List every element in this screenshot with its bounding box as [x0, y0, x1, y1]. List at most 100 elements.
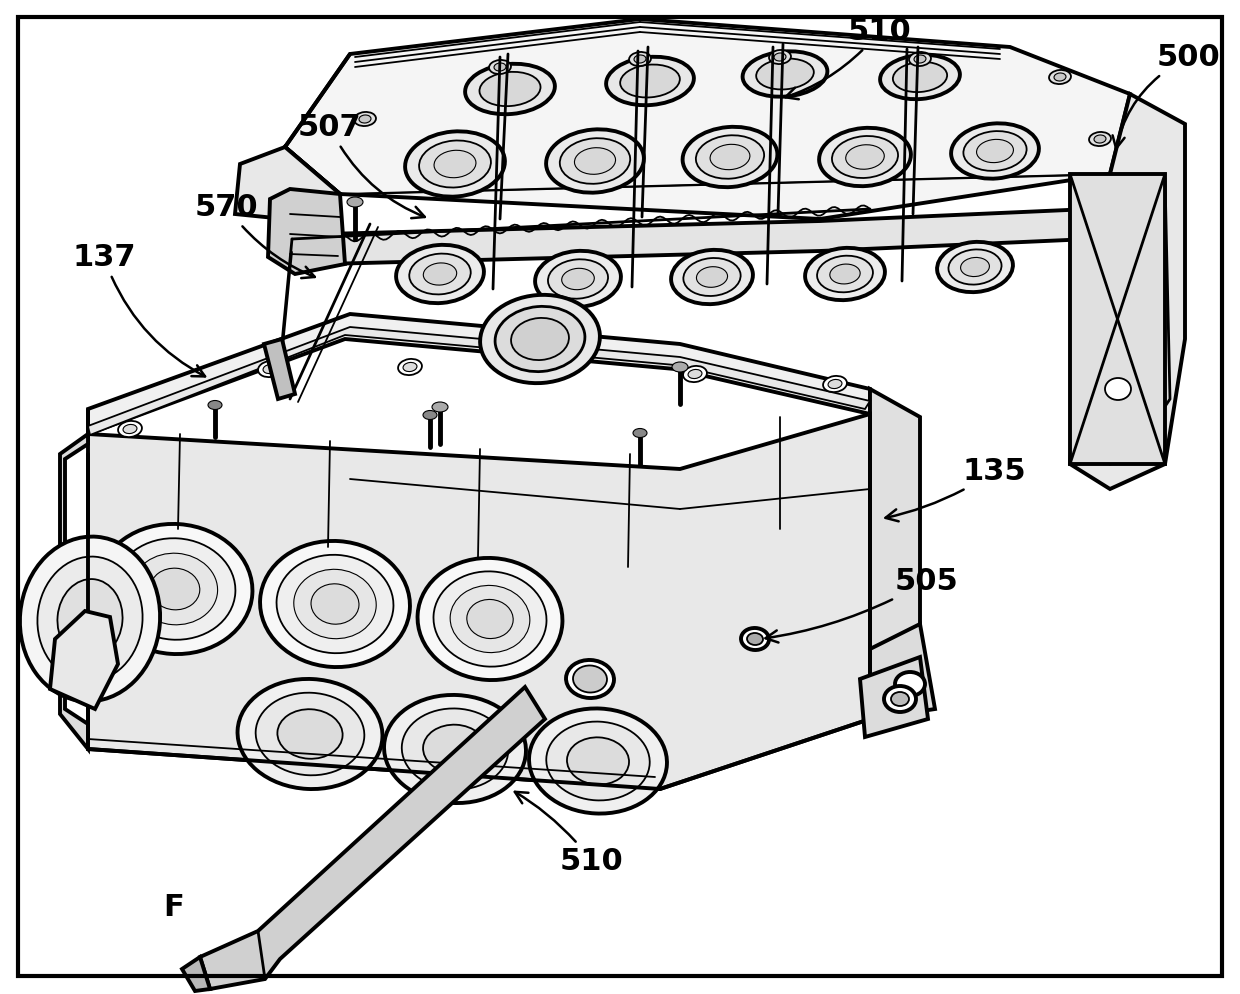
Ellipse shape: [895, 672, 925, 697]
Ellipse shape: [423, 263, 456, 286]
Ellipse shape: [347, 198, 363, 208]
Ellipse shape: [820, 128, 911, 187]
Ellipse shape: [562, 269, 594, 290]
Text: 505: 505: [765, 567, 959, 643]
Ellipse shape: [880, 56, 960, 100]
Ellipse shape: [682, 127, 777, 188]
Ellipse shape: [258, 362, 281, 378]
Ellipse shape: [567, 738, 629, 785]
Ellipse shape: [711, 145, 750, 171]
Ellipse shape: [57, 580, 123, 659]
Ellipse shape: [480, 73, 541, 107]
Ellipse shape: [634, 56, 646, 64]
Ellipse shape: [423, 725, 487, 773]
Ellipse shape: [311, 584, 360, 624]
Ellipse shape: [1054, 74, 1066, 82]
Text: F: F: [162, 893, 184, 921]
Polygon shape: [264, 340, 295, 400]
Ellipse shape: [419, 141, 491, 188]
Text: 510: 510: [515, 792, 624, 876]
Ellipse shape: [547, 722, 650, 800]
Ellipse shape: [546, 130, 644, 194]
Ellipse shape: [961, 258, 990, 277]
Ellipse shape: [683, 258, 740, 296]
Text: 507: 507: [298, 113, 425, 219]
Ellipse shape: [977, 140, 1013, 163]
Ellipse shape: [884, 686, 916, 713]
Ellipse shape: [949, 250, 1002, 285]
Ellipse shape: [893, 63, 947, 93]
Ellipse shape: [909, 53, 931, 67]
Ellipse shape: [384, 695, 526, 803]
Ellipse shape: [774, 54, 786, 62]
Ellipse shape: [529, 709, 667, 814]
Ellipse shape: [238, 679, 382, 789]
Ellipse shape: [683, 367, 707, 383]
Ellipse shape: [360, 116, 371, 124]
Ellipse shape: [402, 709, 508, 790]
Ellipse shape: [20, 537, 160, 702]
Ellipse shape: [696, 136, 764, 180]
Ellipse shape: [620, 66, 680, 98]
Ellipse shape: [37, 557, 143, 682]
Ellipse shape: [536, 251, 621, 308]
Ellipse shape: [1094, 136, 1106, 144]
Ellipse shape: [1049, 71, 1071, 84]
Ellipse shape: [495, 307, 585, 372]
Ellipse shape: [756, 60, 813, 90]
Ellipse shape: [434, 572, 547, 667]
Ellipse shape: [565, 660, 614, 699]
Ellipse shape: [277, 556, 393, 653]
Ellipse shape: [263, 365, 277, 374]
Polygon shape: [182, 957, 210, 991]
Ellipse shape: [573, 666, 608, 693]
Ellipse shape: [1089, 133, 1111, 147]
Ellipse shape: [432, 403, 448, 413]
Ellipse shape: [828, 380, 842, 390]
Ellipse shape: [538, 364, 562, 380]
Ellipse shape: [846, 145, 884, 170]
Ellipse shape: [672, 363, 688, 373]
Ellipse shape: [817, 256, 873, 293]
Polygon shape: [285, 210, 1090, 264]
Text: 570: 570: [195, 193, 315, 279]
Ellipse shape: [832, 137, 898, 179]
Polygon shape: [88, 315, 870, 434]
Ellipse shape: [255, 693, 365, 775]
Ellipse shape: [892, 692, 909, 707]
Ellipse shape: [98, 525, 253, 654]
Polygon shape: [265, 148, 340, 235]
Polygon shape: [1070, 94, 1185, 489]
Ellipse shape: [260, 542, 410, 667]
Ellipse shape: [1105, 379, 1131, 401]
Text: 135: 135: [885, 457, 1027, 522]
Ellipse shape: [423, 412, 436, 420]
Ellipse shape: [405, 132, 505, 198]
Ellipse shape: [574, 148, 615, 175]
Polygon shape: [268, 190, 345, 274]
Ellipse shape: [118, 421, 141, 437]
Ellipse shape: [743, 53, 827, 97]
Ellipse shape: [465, 65, 554, 115]
Ellipse shape: [355, 113, 376, 127]
Ellipse shape: [278, 710, 342, 759]
Ellipse shape: [418, 559, 563, 680]
Ellipse shape: [543, 367, 557, 376]
Ellipse shape: [688, 370, 702, 379]
Polygon shape: [88, 414, 870, 789]
Polygon shape: [870, 624, 935, 720]
Ellipse shape: [746, 633, 763, 645]
Polygon shape: [1090, 175, 1171, 464]
Ellipse shape: [409, 254, 471, 295]
Text: 510: 510: [785, 18, 911, 100]
Ellipse shape: [396, 246, 484, 304]
Ellipse shape: [963, 132, 1027, 172]
Polygon shape: [861, 657, 928, 738]
Ellipse shape: [294, 570, 376, 639]
Ellipse shape: [805, 248, 885, 301]
Ellipse shape: [123, 425, 136, 434]
Polygon shape: [1070, 175, 1166, 464]
Ellipse shape: [450, 585, 529, 653]
Ellipse shape: [398, 360, 422, 376]
Ellipse shape: [548, 260, 608, 299]
